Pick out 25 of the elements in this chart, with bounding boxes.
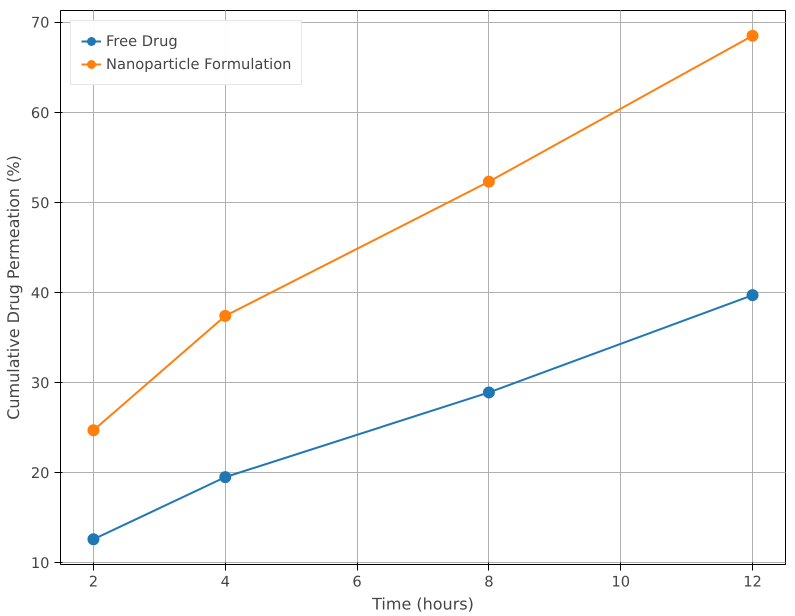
legend-label: Nanoparticle Formulation <box>106 56 292 72</box>
point <box>87 424 100 436</box>
x-tick-label: 4 <box>220 574 230 590</box>
legend-label: Free Drug <box>106 32 178 50</box>
point <box>746 289 759 302</box>
y-tick-label: 40 <box>30 284 50 302</box>
point <box>482 386 495 398</box>
point <box>746 30 759 42</box>
x-tick-label: 6 <box>352 574 362 590</box>
y-tick-label: 10 <box>30 555 50 572</box>
x-tick-label: 2 <box>88 574 98 590</box>
y-tick-label: 50 <box>30 194 50 212</box>
y-axis-title: Cumulative Drug Permeation (%) <box>4 155 23 420</box>
point <box>87 533 100 546</box>
y-tick-label: 30 <box>30 375 50 392</box>
x-tick-label: 8 <box>484 574 494 590</box>
y-tick-label: 70 <box>30 14 50 32</box>
x-axis-title: Time (hours) <box>371 594 474 614</box>
x-tick-label: 10 <box>611 574 630 590</box>
point <box>219 471 232 484</box>
point <box>482 176 495 188</box>
y-tick-label: 20 <box>30 465 50 482</box>
x-tick-label: 12 <box>743 574 762 590</box>
y-tick-label: 60 <box>30 104 50 122</box>
point <box>219 310 232 322</box>
